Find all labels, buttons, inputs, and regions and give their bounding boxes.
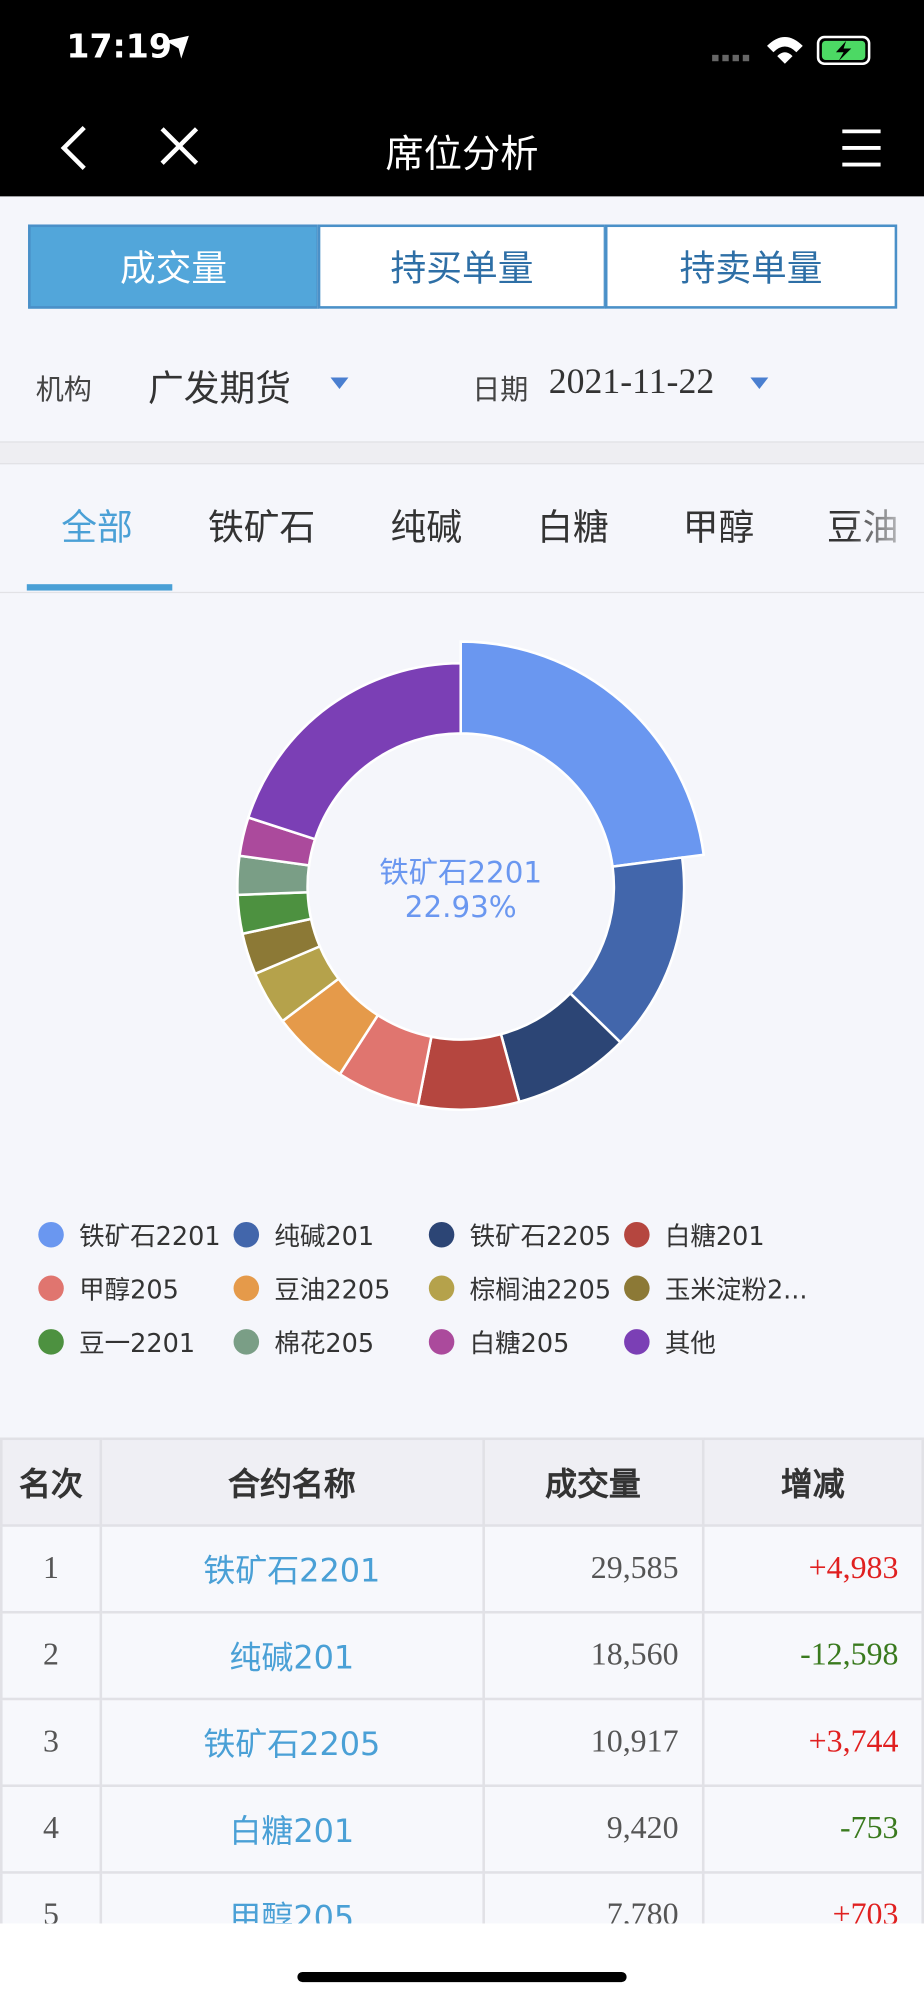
tab[interactable]: 白糖	[537, 506, 609, 549]
legend-swatch	[428, 1221, 455, 1248]
table-row[interactable]: 2 纯碱201 18,560 -12,598	[0, 1610, 924, 1701]
legend-swatch	[233, 1329, 260, 1355]
donut-slice	[246, 661, 462, 841]
rank: 1	[0, 1524, 102, 1614]
header-row: 名次 合约名称 成交量 增减	[0, 1437, 924, 1527]
legend-label: 豆油2205	[274, 1275, 390, 1305]
header: 17:19 席位分析	[0, 0, 924, 197]
column-header: 合约名称	[99, 1437, 485, 1527]
donut-slice	[459, 640, 706, 869]
legend-swatch	[428, 1275, 455, 1302]
legend-swatch	[38, 1221, 64, 1248]
tab-divider	[0, 591, 924, 594]
table-row[interactable]: 1 铁矿石2201 29,585 +4,983	[0, 1524, 924, 1614]
segment-button[interactable]: 持卖单量	[604, 224, 898, 309]
dropdown-arrow[interactable]	[330, 377, 349, 390]
table-row[interactable]: 4 白糖201 9,420 -753	[0, 1784, 924, 1874]
tab[interactable]: 铁矿石	[208, 506, 316, 549]
header-icons	[60, 35, 881, 170]
legend-swatch	[624, 1221, 650, 1248]
legend-label: 棕榈油2205	[470, 1275, 611, 1305]
legend-label: 铁矿石2201	[79, 1222, 220, 1252]
legend-label: 白糖205	[470, 1329, 570, 1359]
segment-button[interactable]: 持买单量	[317, 224, 607, 309]
rank: 2	[0, 1610, 102, 1701]
legend-swatch	[233, 1275, 260, 1302]
wifi-icon	[767, 36, 803, 64]
legend-label: 甲醇205	[79, 1275, 179, 1305]
volume: 29,585	[481, 1524, 705, 1614]
home-indicator	[297, 1971, 627, 1983]
contract-name[interactable]: 白糖201	[99, 1784, 485, 1874]
change: +3,744	[701, 1697, 924, 1787]
rank: 3	[0, 1697, 102, 1787]
date-select[interactable]: 2021-11-22	[548, 362, 715, 402]
menu-button[interactable]	[842, 129, 881, 167]
contract-name[interactable]: 纯碱201	[99, 1610, 485, 1701]
column-header: 名次	[0, 1437, 102, 1527]
change: -753	[701, 1784, 924, 1874]
tab[interactable]: 纯碱	[390, 506, 463, 549]
page-title: 席位分析	[385, 132, 539, 178]
back-button[interactable]	[60, 125, 86, 170]
segment-button[interactable]: 成交量	[28, 224, 320, 309]
home-area	[0, 1923, 924, 2000]
legend-swatch	[38, 1329, 64, 1355]
contract-name[interactable]: 铁矿石2201	[99, 1524, 485, 1614]
tab[interactable]: 甲醇	[682, 506, 755, 549]
date-label: 日期	[472, 374, 529, 407]
legend-label: 玉米淀粉2...	[665, 1275, 808, 1305]
legend-swatch	[624, 1275, 650, 1302]
legend-swatch	[233, 1221, 260, 1248]
volume: 9,420	[481, 1784, 705, 1874]
tab-fade	[847, 484, 924, 574]
org-select[interactable]: 广发期货	[148, 367, 292, 410]
column-header: 成交量	[481, 1437, 705, 1527]
status-time: 17:19	[66, 28, 172, 67]
legend-swatch	[624, 1329, 650, 1355]
ranking-table: 名次 合约名称 成交量 增减 1 铁矿石2201 29,585 +4,983 2 纯碱201 18,…	[0, 1437, 924, 1961]
dropdown-arrows	[330, 377, 769, 390]
volume: 18,560	[481, 1610, 705, 1701]
tab-indicator	[26, 584, 173, 591]
divider	[0, 441, 924, 465]
change: +4,983	[701, 1524, 924, 1614]
legend-label: 铁矿石2205	[470, 1222, 611, 1252]
legend-swatch	[38, 1275, 64, 1302]
charging-icon	[835, 40, 852, 62]
donut-slice	[416, 1032, 521, 1111]
org-label: 机构	[35, 374, 92, 407]
tab[interactable]: 全部	[61, 506, 133, 549]
legend-label: 白糖201	[665, 1222, 765, 1252]
center-label: 铁矿石2201	[379, 856, 542, 890]
change: -12,598	[701, 1610, 924, 1701]
legend-swatch	[428, 1329, 455, 1355]
table-row[interactable]: 3 铁矿石2205 10,917 +3,744	[0, 1697, 924, 1787]
volume: 10,917	[481, 1697, 705, 1787]
signal-icon	[712, 54, 750, 62]
legend-label: 其他	[665, 1329, 716, 1359]
legend-label: 纯碱201	[274, 1222, 374, 1252]
column-header: 增减	[701, 1437, 924, 1527]
rank: 4	[0, 1784, 102, 1874]
battery-icon	[816, 35, 871, 66]
legend-label: 棉花205	[274, 1329, 374, 1359]
close-button[interactable]	[160, 127, 199, 165]
contract-name[interactable]: 铁矿石2205	[99, 1697, 485, 1787]
legend-label: 豆一2201	[79, 1329, 195, 1359]
center-value: 22.93%	[405, 890, 517, 924]
location-icon	[165, 35, 189, 59]
dropdown-arrow[interactable]	[750, 377, 769, 390]
